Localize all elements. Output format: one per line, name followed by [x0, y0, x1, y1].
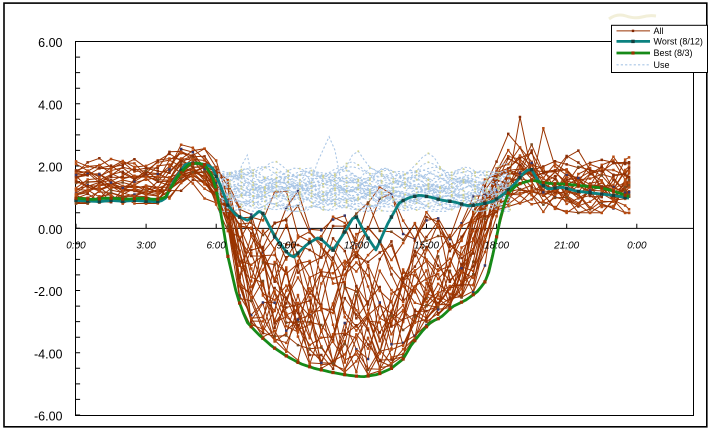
- svg-text:Best (8/3): Best (8/3): [654, 48, 693, 58]
- svg-text:Worst (8/12): Worst (8/12): [654, 37, 703, 47]
- svg-text:15:00: 15:00: [414, 241, 439, 252]
- svg-text:-6.00: -6.00: [34, 410, 63, 424]
- svg-text:All: All: [654, 26, 664, 36]
- svg-text:Use: Use: [654, 60, 670, 70]
- svg-text:9:00: 9:00: [277, 241, 297, 252]
- svg-text:0:00: 0:00: [627, 241, 647, 252]
- svg-text:21:00: 21:00: [553, 241, 579, 252]
- svg-text:-4.00: -4.00: [34, 347, 63, 361]
- svg-text:4.00: 4.00: [38, 98, 62, 112]
- svg-text:6.00: 6.00: [38, 36, 62, 50]
- svg-text:0.00: 0.00: [38, 223, 62, 237]
- svg-text:6:00: 6:00: [206, 241, 226, 252]
- svg-text:-2.00: -2.00: [34, 285, 63, 299]
- svg-text:18:00: 18:00: [484, 241, 509, 252]
- svg-text:12:00: 12:00: [344, 241, 369, 252]
- svg-text:2.00: 2.00: [38, 161, 62, 175]
- svg-text:0:00: 0:00: [66, 241, 86, 252]
- svg-text:3:00: 3:00: [136, 241, 156, 252]
